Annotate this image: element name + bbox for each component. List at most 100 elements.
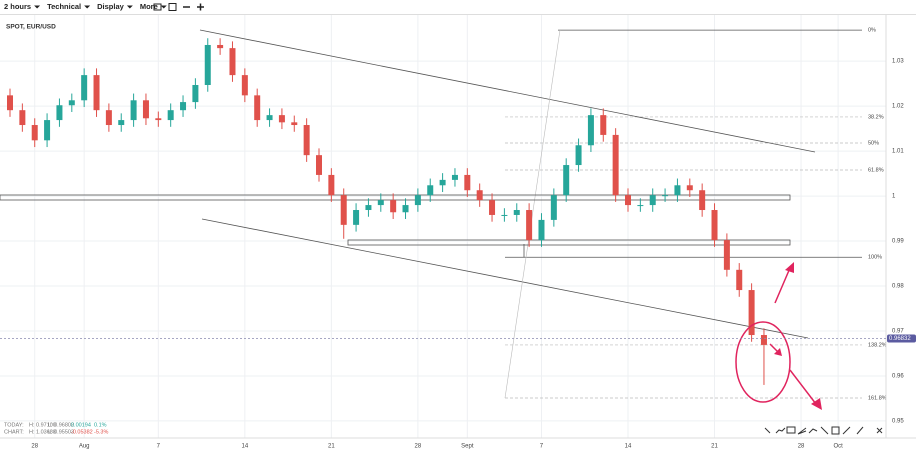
candle-body xyxy=(748,290,755,336)
fib-label: 61.8% xyxy=(868,167,884,173)
dropdown-caret[interactable] xyxy=(126,5,133,9)
tool-icon[interactable] xyxy=(856,426,864,435)
candle-body xyxy=(760,335,767,345)
close-icon[interactable] xyxy=(876,427,883,434)
tool-icon[interactable] xyxy=(797,427,807,435)
candle-body xyxy=(600,115,607,135)
candle-body xyxy=(130,100,137,121)
candle-body xyxy=(662,195,669,197)
y-tick-label: 0.97 xyxy=(892,329,904,335)
drawings xyxy=(0,29,816,399)
toolbar-items: 2 hours Technical Display More xyxy=(4,2,204,11)
candle-body xyxy=(105,110,112,126)
save-icon[interactable] xyxy=(168,3,177,11)
candle-body xyxy=(278,115,285,123)
annotations xyxy=(735,262,822,410)
candle-body xyxy=(513,210,520,215)
info-text: 0.00194 xyxy=(71,422,91,428)
candle-body xyxy=(427,185,434,196)
dropdown-caret[interactable] xyxy=(160,5,167,9)
candle-body xyxy=(316,155,322,175)
last-price-tag xyxy=(887,334,916,343)
candle-body xyxy=(402,205,409,213)
info-text: CHART: xyxy=(4,429,24,435)
x-tick-label: 14 xyxy=(241,444,248,449)
candle-body xyxy=(68,100,75,106)
zoom-in-icon[interactable] xyxy=(197,3,204,11)
y-tick-label: 1 xyxy=(892,194,896,200)
tool-icon[interactable] xyxy=(775,427,786,434)
x-tick-label: 7 xyxy=(540,444,544,449)
fib-label: 100% xyxy=(868,255,882,261)
arrow xyxy=(789,369,817,405)
highlight-circle xyxy=(735,321,791,403)
info-text: L: 0.96802 xyxy=(48,422,74,428)
candle-body xyxy=(56,105,63,121)
candle-body xyxy=(501,214,508,216)
open-icon[interactable] xyxy=(153,3,162,11)
candle-body xyxy=(353,210,360,225)
x-tick-label: 21 xyxy=(328,444,335,449)
fib-label: 50% xyxy=(868,140,879,146)
candle-body xyxy=(155,118,162,121)
arrow xyxy=(769,343,779,353)
x-tick-label: 28 xyxy=(31,444,38,449)
candle-body xyxy=(587,115,594,146)
dropdown-caret[interactable] xyxy=(84,5,91,9)
y-tick-label: 0.95 xyxy=(892,418,904,424)
candle-body xyxy=(81,75,88,101)
candle-body xyxy=(699,190,706,211)
y-tick-label: 1.02 xyxy=(892,104,904,110)
y-tick-label: 1.01 xyxy=(892,149,904,155)
tool-icon[interactable] xyxy=(842,426,851,435)
tool-icon[interactable] xyxy=(808,428,818,434)
candle-body xyxy=(723,240,730,270)
dropdown-caret[interactable] xyxy=(34,5,41,9)
toolbar-menu[interactable]: Technical xyxy=(47,2,81,11)
fib-label: 161.8% xyxy=(868,395,887,401)
candle-body xyxy=(538,219,545,241)
candle-body xyxy=(19,110,26,126)
candle-body xyxy=(254,95,261,121)
candle-body xyxy=(612,134,619,196)
x-tick-label: 28 xyxy=(415,444,422,449)
candle-body xyxy=(142,100,149,119)
candle-body xyxy=(711,210,718,241)
tool-icon[interactable] xyxy=(786,426,796,434)
toolbar-menu[interactable]: Display xyxy=(97,2,125,11)
info-text: -5.3% xyxy=(94,429,108,435)
candle-body xyxy=(31,125,38,141)
fib-label: 138.2% xyxy=(868,342,887,348)
candle-body xyxy=(180,102,187,111)
arrow xyxy=(774,267,791,304)
candle-body xyxy=(476,190,483,201)
candle-body xyxy=(575,145,582,166)
tool-icon[interactable] xyxy=(820,426,829,435)
toolbar-menu[interactable]: 2 hours xyxy=(4,2,31,11)
tool-icon[interactable] xyxy=(831,426,840,435)
candle-body xyxy=(649,195,656,206)
candle-body xyxy=(229,48,236,76)
candle-body xyxy=(217,44,224,49)
candle-body xyxy=(44,120,51,141)
candle-body xyxy=(365,205,372,211)
candle-body xyxy=(291,122,298,126)
candle-body xyxy=(7,95,13,111)
toolbar-menu[interactable]: More xyxy=(140,2,158,11)
candle-body xyxy=(489,200,496,215)
candle-body xyxy=(241,75,248,96)
candle-body xyxy=(167,110,174,121)
candle-body xyxy=(118,120,125,126)
candle-body xyxy=(93,75,100,111)
candle-body xyxy=(464,174,471,191)
info-text: H: 1.03688 xyxy=(29,429,56,435)
candle-body xyxy=(390,200,397,213)
fib-label: 0% xyxy=(868,28,876,34)
tool-icon[interactable] xyxy=(764,427,771,434)
candle-body xyxy=(686,185,693,191)
y-tick-label: 1.03 xyxy=(892,59,904,65)
candle-body xyxy=(414,195,421,206)
last-price-label: 0.96832 xyxy=(889,336,911,342)
info-text: H: 0.97100 xyxy=(29,422,56,428)
